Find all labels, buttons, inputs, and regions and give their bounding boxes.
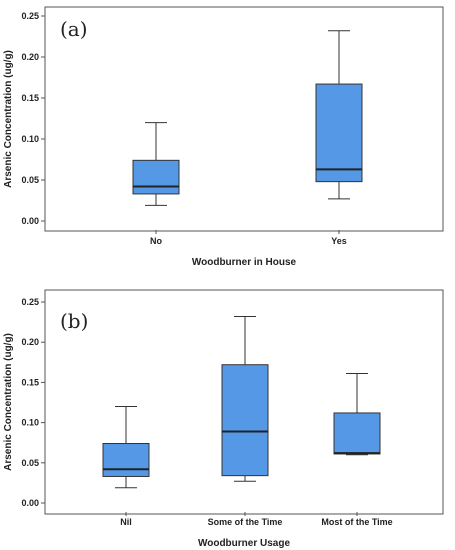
- y-tick-label: 0.15: [21, 93, 39, 103]
- box-plot-3: [333, 373, 381, 456]
- panel-a-ylabel: Arsenic Concentration (ug/g): [3, 50, 14, 188]
- y-tick-label: 0.05: [21, 175, 39, 185]
- y-tick-label: 0.20: [21, 337, 39, 347]
- iqr-box: [132, 159, 180, 195]
- box-plot-1: [132, 122, 180, 206]
- box-plot-2: [221, 315, 269, 482]
- x-tick-label: Most of the Time: [321, 517, 392, 527]
- panel-b-xlabel: Woodburner Usage: [198, 538, 290, 549]
- box-plot-2: [315, 30, 363, 200]
- panel-a: (a) 0.00 0.05 0.10 0.15 0.20 0.25 No Yes Woodb…: [3, 6, 444, 268]
- y-tick-label: 0.00: [21, 498, 39, 508]
- y-tick-label: 0.15: [21, 377, 39, 387]
- panel-a-label: (a): [60, 17, 88, 41]
- iqr-box: [315, 83, 363, 183]
- y-tick-label: 0.25: [21, 297, 39, 307]
- y-tick-label: 0.00: [21, 216, 39, 226]
- x-tick-label: No: [150, 236, 162, 246]
- panel-b-xticks: Nil Some of the Time Most of the Time: [120, 512, 393, 527]
- x-tick-label: Nil: [120, 517, 132, 527]
- panel-a-frame: [44, 6, 444, 232]
- x-tick-label: Yes: [331, 236, 347, 246]
- panel-a-yticks: 0.00 0.05 0.10 0.15 0.20 0.25: [21, 11, 45, 226]
- panel-a-xticks: No Yes: [150, 230, 347, 246]
- panel-a-xlabel: Woodburner in House: [192, 257, 297, 268]
- y-tick-label: 0.10: [21, 418, 39, 428]
- y-tick-label: 0.05: [21, 458, 39, 468]
- y-tick-label: 0.10: [21, 134, 39, 144]
- iqr-box: [102, 443, 150, 477]
- iqr-box: [221, 364, 269, 477]
- x-tick-label: Some of the Time: [208, 517, 283, 527]
- iqr-box: [333, 412, 381, 455]
- panel-b-ylabel: Arsenic Concentration (ug/g): [3, 333, 14, 471]
- panel-b-boxes: [102, 315, 381, 489]
- box-plot-1: [102, 406, 150, 489]
- panel-b: (b) 0.00 0.05 0.10 0.15 0.20 0.25 Nil Some of …: [3, 289, 444, 549]
- panel-b-label: (b): [60, 309, 88, 333]
- panel-b-yticks: 0.00 0.05 0.10 0.15 0.20 0.25: [21, 297, 45, 508]
- panel-a-boxes: [132, 30, 363, 206]
- y-tick-label: 0.25: [21, 11, 39, 21]
- y-tick-label: 0.20: [21, 52, 39, 62]
